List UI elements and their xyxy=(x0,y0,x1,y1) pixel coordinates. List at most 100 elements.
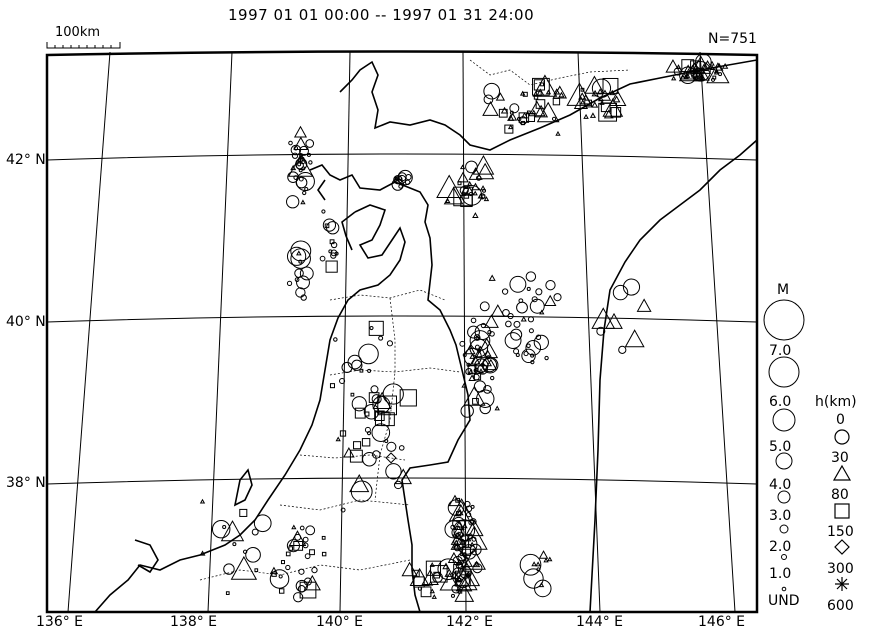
event-triangle xyxy=(596,88,604,95)
event-circle xyxy=(544,355,549,361)
event-triangle xyxy=(555,130,561,136)
event-circle xyxy=(459,340,466,347)
mag-label-und: UND xyxy=(768,593,800,609)
lat-label-40: 40° N xyxy=(6,314,46,330)
event-circle xyxy=(527,316,535,323)
event-triangle xyxy=(535,561,541,567)
event-circle xyxy=(397,174,407,184)
event-square xyxy=(598,102,618,122)
event-triangle xyxy=(269,566,279,575)
depth-asterisk-icon xyxy=(835,577,849,591)
event-triangle xyxy=(461,522,468,529)
mag-symbol-7 xyxy=(763,299,805,341)
map-title: 1997 01 01 00:00 -- 1997 01 31 24:00 xyxy=(228,6,535,24)
event-square xyxy=(309,549,315,556)
lon-label-146: 146° E xyxy=(698,614,746,630)
event-circle xyxy=(372,395,391,414)
event-circle xyxy=(232,542,237,547)
event-circle xyxy=(295,287,306,298)
event-triangle xyxy=(472,190,478,196)
event-circle xyxy=(455,561,464,570)
event-triangle xyxy=(372,391,392,409)
event-circle xyxy=(553,293,562,302)
event-circle xyxy=(367,368,372,373)
mag-label-3: 3.0 xyxy=(769,508,792,524)
event-circle xyxy=(339,377,346,385)
event-triangle xyxy=(436,174,463,198)
event-square xyxy=(455,511,462,517)
event-circle xyxy=(474,561,479,566)
event-circle xyxy=(535,288,543,296)
mag-label-4: 4.0 xyxy=(769,477,792,493)
event-triangle xyxy=(230,555,258,580)
event-circle xyxy=(521,348,536,364)
event-triangle xyxy=(624,329,645,348)
event-triangle xyxy=(547,556,553,562)
event-circle xyxy=(502,308,510,317)
event-circle xyxy=(465,367,473,376)
mag-label-1: 1.0 xyxy=(769,566,792,582)
prefecture-boundaries xyxy=(199,59,631,581)
event-circle xyxy=(330,252,337,259)
event-triangle xyxy=(528,100,546,117)
event-triangle xyxy=(291,524,297,530)
event-square xyxy=(278,588,285,594)
event-circle xyxy=(278,574,283,579)
event-circle xyxy=(618,345,627,354)
event-circle xyxy=(211,519,231,539)
event-triangle xyxy=(349,473,370,493)
event-circle xyxy=(299,145,309,156)
event-triangle xyxy=(531,561,537,567)
event-circle xyxy=(525,271,537,282)
event-triangle xyxy=(584,75,605,94)
event-circle xyxy=(468,191,473,197)
event-circle xyxy=(303,577,312,586)
event-triangle xyxy=(714,62,724,71)
event-triangle xyxy=(608,90,627,107)
event-triangle xyxy=(713,68,720,74)
event-square xyxy=(321,535,326,540)
event-circle xyxy=(288,140,293,146)
event-triangle xyxy=(671,75,677,81)
event-triangle xyxy=(675,64,682,69)
event-triangle xyxy=(521,112,529,119)
event-circle xyxy=(245,547,261,563)
event-triangle xyxy=(490,304,505,317)
event-triangle xyxy=(199,550,206,556)
event-circle xyxy=(386,340,393,347)
lon-label-140: 140° E xyxy=(316,614,364,630)
event-triangle xyxy=(459,164,466,170)
event-circle xyxy=(437,558,460,581)
event-circle xyxy=(612,284,629,301)
event-circle xyxy=(299,525,305,531)
mag-symbol-6 xyxy=(768,356,800,388)
event-circle xyxy=(287,171,299,183)
event-circle xyxy=(450,524,456,530)
event-triangle xyxy=(706,62,730,84)
event-circle xyxy=(523,568,544,589)
event-circle xyxy=(305,139,315,148)
event-circle xyxy=(536,567,541,572)
event-circle xyxy=(298,568,305,575)
event-triangle xyxy=(461,382,468,388)
event-square xyxy=(364,411,370,417)
mag-symbol-4 xyxy=(775,452,793,470)
event-triangle xyxy=(519,90,526,96)
event-square xyxy=(504,124,514,134)
event-square xyxy=(339,430,347,437)
event-circle xyxy=(398,184,403,189)
event-triangle xyxy=(709,60,715,66)
event-circle xyxy=(466,362,471,367)
event-triangle xyxy=(484,349,492,357)
event-triangle xyxy=(287,153,314,177)
lon-label-142: 142° E xyxy=(446,614,494,630)
event-circle xyxy=(297,585,306,593)
event-circle xyxy=(334,251,339,256)
event-triangle xyxy=(495,92,506,101)
event-square xyxy=(377,395,397,416)
event-triangle xyxy=(591,101,599,108)
event-square xyxy=(413,576,425,588)
event-triangle xyxy=(597,95,604,102)
event-circle xyxy=(622,278,641,296)
